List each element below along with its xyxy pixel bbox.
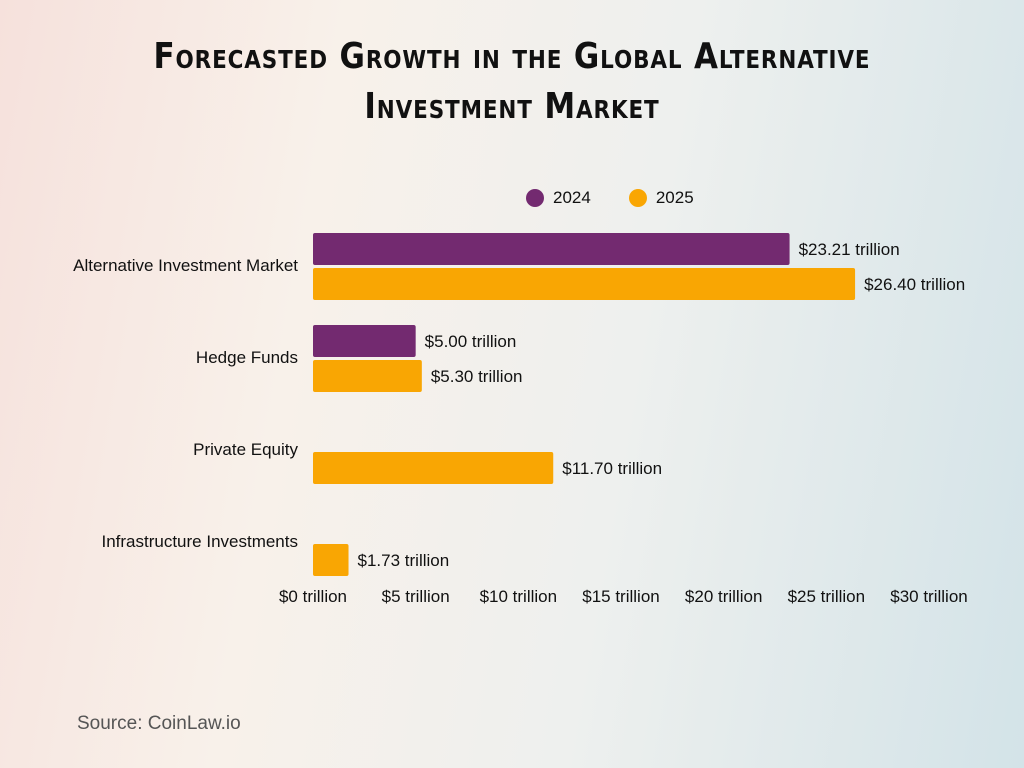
x-tick-label: $10 trillion (480, 587, 558, 606)
x-tick-label: $15 trillion (582, 587, 660, 606)
data-label-2024: $5.00 trillion (425, 332, 517, 351)
category-label: Hedge Funds (196, 348, 298, 367)
legend-label-2025: 2025 (655, 188, 694, 207)
bar-2025 (313, 360, 422, 392)
bar-2025 (313, 268, 856, 300)
chart-title: Forecasted Growth in the Global Alternat… (153, 36, 871, 127)
x-tick-label: $20 trillion (685, 587, 763, 606)
legend-swatch-2024 (526, 189, 544, 207)
data-label-2025: $11.70 trillion (562, 459, 662, 478)
data-label-2025: $5.30 trillion (431, 367, 523, 386)
legend: 2024 2025 (526, 188, 694, 208)
legend-label-2024: 2024 (553, 188, 591, 207)
legend-item-2024: 2024 (526, 188, 591, 208)
data-label-2025: $1.73 trillion (358, 551, 450, 570)
legend-item-2025: 2025 (628, 188, 694, 208)
bar-2024 (313, 325, 416, 357)
category-label: Private Equity (193, 440, 298, 459)
legend-swatch-2025 (628, 189, 647, 207)
bar-2025 (313, 452, 554, 484)
category-label: Infrastructure Investments (101, 532, 298, 551)
data-label-2024: $23.21 trillion (799, 240, 900, 259)
category-label: Alternative Investment Market (73, 256, 298, 275)
data-label-2025: $26.40 trillion (864, 275, 965, 294)
bar-2025 (313, 544, 349, 576)
x-tick-label: $0 trillion (279, 587, 347, 606)
x-tick-label: $5 trillion (382, 587, 450, 606)
x-tick-label: $25 trillion (788, 587, 866, 606)
bar-2024 (313, 233, 790, 265)
source-note: Source: CoinLaw.io (77, 713, 241, 734)
x-tick-label: $30 trillion (890, 587, 968, 606)
